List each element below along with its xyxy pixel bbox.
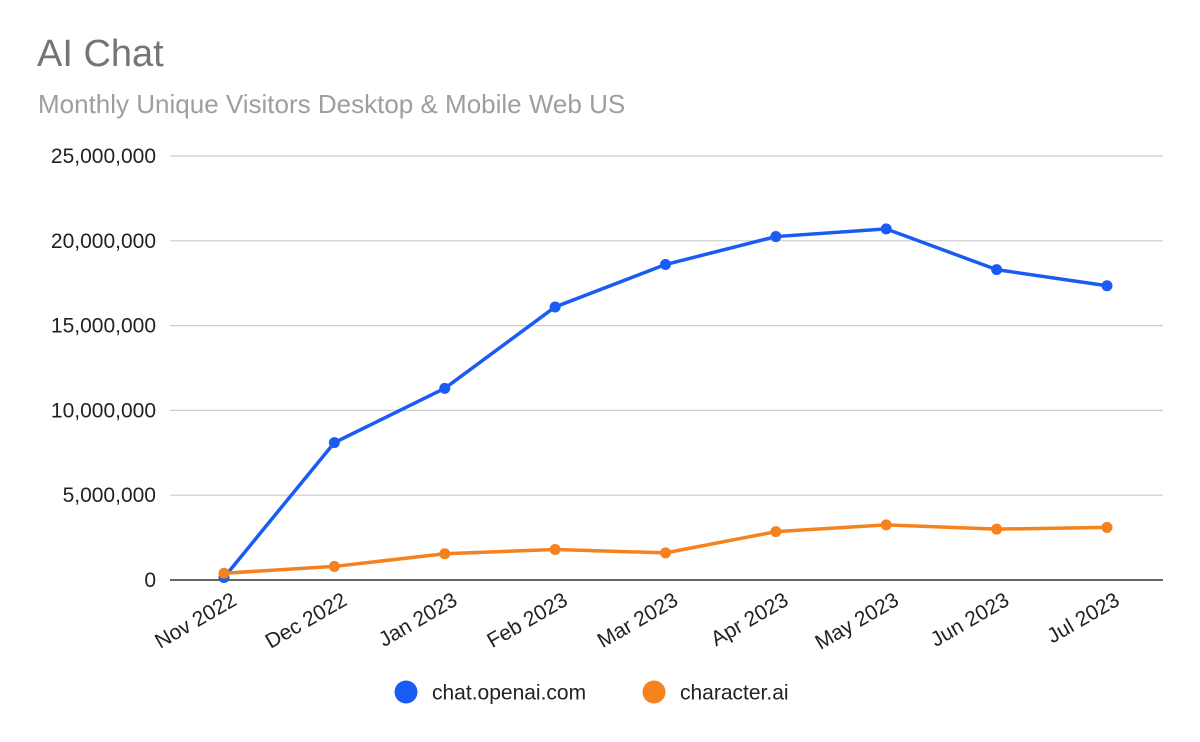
x-axis-labels: Nov 2022 Dec 2022 Jan 2023 Feb 2023 Mar 2023… [151, 588, 1123, 654]
data-point [991, 264, 1003, 276]
data-point [660, 259, 671, 271]
legend-label: character.ai [680, 682, 789, 705]
data-point [1101, 280, 1113, 292]
x-tick-label: Jun 2023 [927, 588, 1013, 651]
y-axis-labels: 0 5,000,000 10,000,000 15,000,000 20,000,000… [51, 145, 156, 592]
legend: chat.openai.com character.ai [394, 680, 789, 705]
series-lines [218, 223, 1113, 583]
chart-title: AI Chat [37, 33, 164, 75]
data-point [991, 523, 1003, 535]
legend-label: chat.openai.com [432, 682, 586, 705]
data-point [218, 567, 230, 579]
y-tick-label: 10,000,000 [51, 399, 156, 422]
data-point [439, 548, 451, 560]
data-point [770, 526, 782, 538]
y-tick-label: 25,000,000 [51, 145, 156, 168]
y-tick-label: 5,000,000 [63, 484, 156, 507]
x-tick-label: Dec 2022 [262, 588, 351, 653]
legend-marker [642, 680, 666, 704]
data-point [770, 231, 782, 243]
chart-subtitle: Monthly Unique Visitors Desktop & Mobile… [38, 89, 626, 119]
legend-marker [394, 680, 418, 704]
x-tick-label: May 2023 [811, 588, 902, 654]
gridlines [170, 155, 1163, 496]
x-tick-label: Apr 2023 [707, 588, 792, 651]
x-tick-label: Jul 2023 [1043, 588, 1123, 648]
data-point [880, 223, 892, 235]
y-tick-label: 15,000,000 [51, 315, 156, 338]
data-point [439, 382, 451, 394]
x-tick-label: Mar 2023 [594, 588, 682, 652]
data-point [549, 543, 561, 555]
series-line-0 [222, 227, 1109, 580]
data-point [1101, 521, 1113, 533]
y-tick-label: 0 [144, 569, 156, 592]
data-point [328, 560, 340, 572]
data-point [660, 547, 671, 559]
data-point [549, 301, 561, 313]
x-tick-label: Nov 2022 [151, 588, 240, 653]
data-point [328, 437, 340, 449]
data-point [880, 519, 892, 531]
x-tick-label: Jan 2023 [375, 588, 461, 651]
x-tick-label: Feb 2023 [483, 588, 571, 652]
y-tick-label: 20,000,000 [51, 230, 156, 253]
